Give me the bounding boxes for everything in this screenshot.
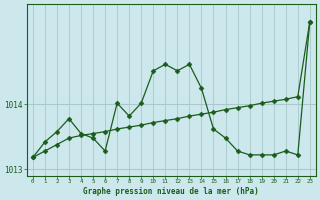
- X-axis label: Graphe pression niveau de la mer (hPa): Graphe pression niveau de la mer (hPa): [84, 187, 259, 196]
